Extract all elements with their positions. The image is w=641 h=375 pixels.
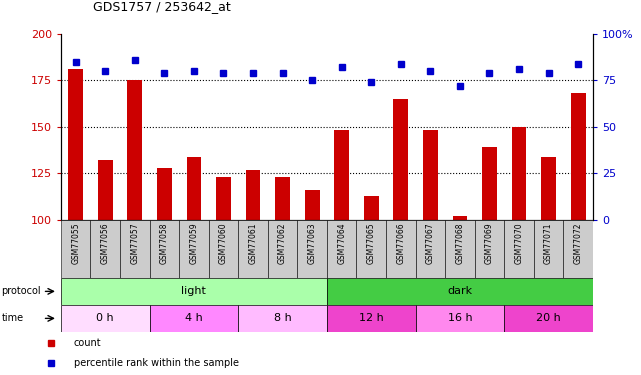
Text: 16 h: 16 h bbox=[447, 314, 472, 323]
Text: GSM77069: GSM77069 bbox=[485, 223, 494, 264]
Bar bbox=[356, 220, 386, 278]
Bar bbox=[90, 220, 120, 278]
Bar bbox=[209, 220, 238, 278]
Text: GSM77071: GSM77071 bbox=[544, 223, 553, 264]
Bar bbox=[327, 305, 415, 332]
Bar bbox=[445, 220, 475, 278]
Bar bbox=[534, 220, 563, 278]
Bar bbox=[541, 156, 556, 220]
Bar bbox=[238, 220, 268, 278]
Bar bbox=[98, 160, 113, 220]
Bar bbox=[504, 220, 534, 278]
Text: GSM77072: GSM77072 bbox=[574, 223, 583, 264]
Text: GSM77060: GSM77060 bbox=[219, 223, 228, 264]
Bar bbox=[512, 127, 526, 220]
Bar bbox=[423, 130, 438, 220]
Text: GSM77067: GSM77067 bbox=[426, 223, 435, 264]
Bar bbox=[187, 156, 201, 220]
Bar bbox=[149, 305, 238, 332]
Bar bbox=[475, 220, 504, 278]
Text: GSM77056: GSM77056 bbox=[101, 223, 110, 264]
Bar bbox=[238, 305, 327, 332]
Text: GSM77065: GSM77065 bbox=[367, 223, 376, 264]
Text: GSM77058: GSM77058 bbox=[160, 223, 169, 264]
Text: GSM77057: GSM77057 bbox=[130, 223, 139, 264]
Bar bbox=[179, 220, 209, 278]
Bar bbox=[149, 220, 179, 278]
Text: 0 h: 0 h bbox=[96, 314, 114, 323]
Bar bbox=[415, 220, 445, 278]
Text: 20 h: 20 h bbox=[537, 314, 561, 323]
Text: GSM77063: GSM77063 bbox=[308, 223, 317, 264]
Bar bbox=[453, 216, 467, 220]
Text: time: time bbox=[1, 314, 24, 323]
Text: GSM77062: GSM77062 bbox=[278, 223, 287, 264]
Bar bbox=[563, 220, 593, 278]
Text: GDS1757 / 253642_at: GDS1757 / 253642_at bbox=[93, 0, 231, 13]
Text: 8 h: 8 h bbox=[274, 314, 292, 323]
Bar bbox=[120, 220, 149, 278]
Text: count: count bbox=[74, 338, 101, 348]
Bar bbox=[394, 99, 408, 220]
Text: 4 h: 4 h bbox=[185, 314, 203, 323]
Text: 12 h: 12 h bbox=[359, 314, 383, 323]
Bar bbox=[216, 177, 231, 220]
Bar bbox=[335, 130, 349, 220]
Bar bbox=[415, 305, 504, 332]
Bar bbox=[504, 305, 593, 332]
Bar bbox=[327, 220, 356, 278]
Text: GSM77064: GSM77064 bbox=[337, 223, 346, 264]
Bar bbox=[327, 278, 593, 305]
Bar bbox=[268, 220, 297, 278]
Bar bbox=[386, 220, 415, 278]
Text: percentile rank within the sample: percentile rank within the sample bbox=[74, 358, 238, 368]
Text: GSM77055: GSM77055 bbox=[71, 223, 80, 264]
Bar bbox=[61, 220, 90, 278]
Text: GSM77066: GSM77066 bbox=[396, 223, 405, 264]
Bar bbox=[482, 147, 497, 220]
Text: GSM77059: GSM77059 bbox=[189, 223, 199, 264]
Text: GSM77070: GSM77070 bbox=[515, 223, 524, 264]
Text: GSM77068: GSM77068 bbox=[455, 223, 465, 264]
Bar bbox=[297, 220, 327, 278]
Text: protocol: protocol bbox=[1, 286, 41, 296]
Bar bbox=[275, 177, 290, 220]
Bar bbox=[304, 190, 319, 220]
Text: GSM77061: GSM77061 bbox=[249, 223, 258, 264]
Text: light: light bbox=[181, 286, 206, 296]
Bar bbox=[570, 93, 585, 220]
Bar bbox=[128, 80, 142, 220]
Bar bbox=[61, 278, 327, 305]
Bar bbox=[157, 168, 172, 220]
Bar bbox=[69, 69, 83, 220]
Bar bbox=[364, 196, 379, 220]
Bar bbox=[246, 170, 260, 220]
Bar bbox=[61, 305, 149, 332]
Text: dark: dark bbox=[447, 286, 472, 296]
